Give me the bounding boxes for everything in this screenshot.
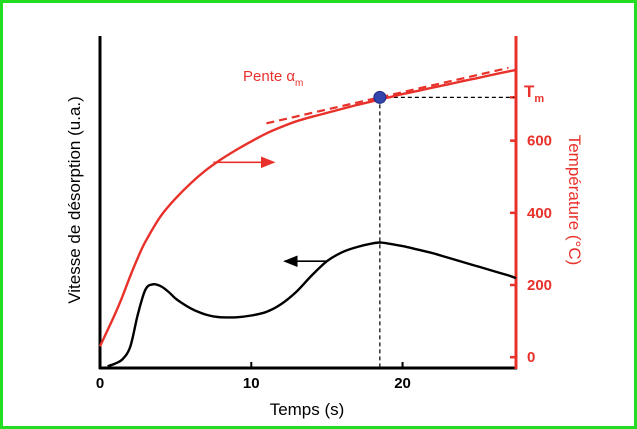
x-tick-label: 20 — [394, 375, 411, 392]
x-ticks — [99, 362, 404, 368]
right-tick-label: 600 — [527, 133, 552, 150]
tangent-line — [266, 66, 509, 125]
x-tick-label: 10 — [243, 375, 260, 392]
tangent-label: Pente αm — [243, 68, 303, 89]
right-tick-label: 400 — [527, 205, 552, 222]
left-y-axis-title: Vitesse de désorption (u.a.) — [65, 96, 84, 304]
right-tick-label: 200 — [527, 277, 552, 294]
temperature-curve — [98, 68, 517, 347]
x-tick-labels: 0 10 20 — [96, 375, 411, 392]
tm-label: Tm — [524, 82, 544, 105]
x-tick-label: 0 — [96, 375, 104, 392]
x-axis-title: Temps (s) — [270, 400, 345, 419]
peak-marker — [373, 90, 387, 104]
desorption-curve — [107, 241, 517, 368]
right-y-axis-title: Température (°C) — [565, 135, 584, 266]
right-tick-labels: 0 200 400 600 — [527, 133, 552, 367]
right-tick-label: 0 — [527, 349, 535, 366]
